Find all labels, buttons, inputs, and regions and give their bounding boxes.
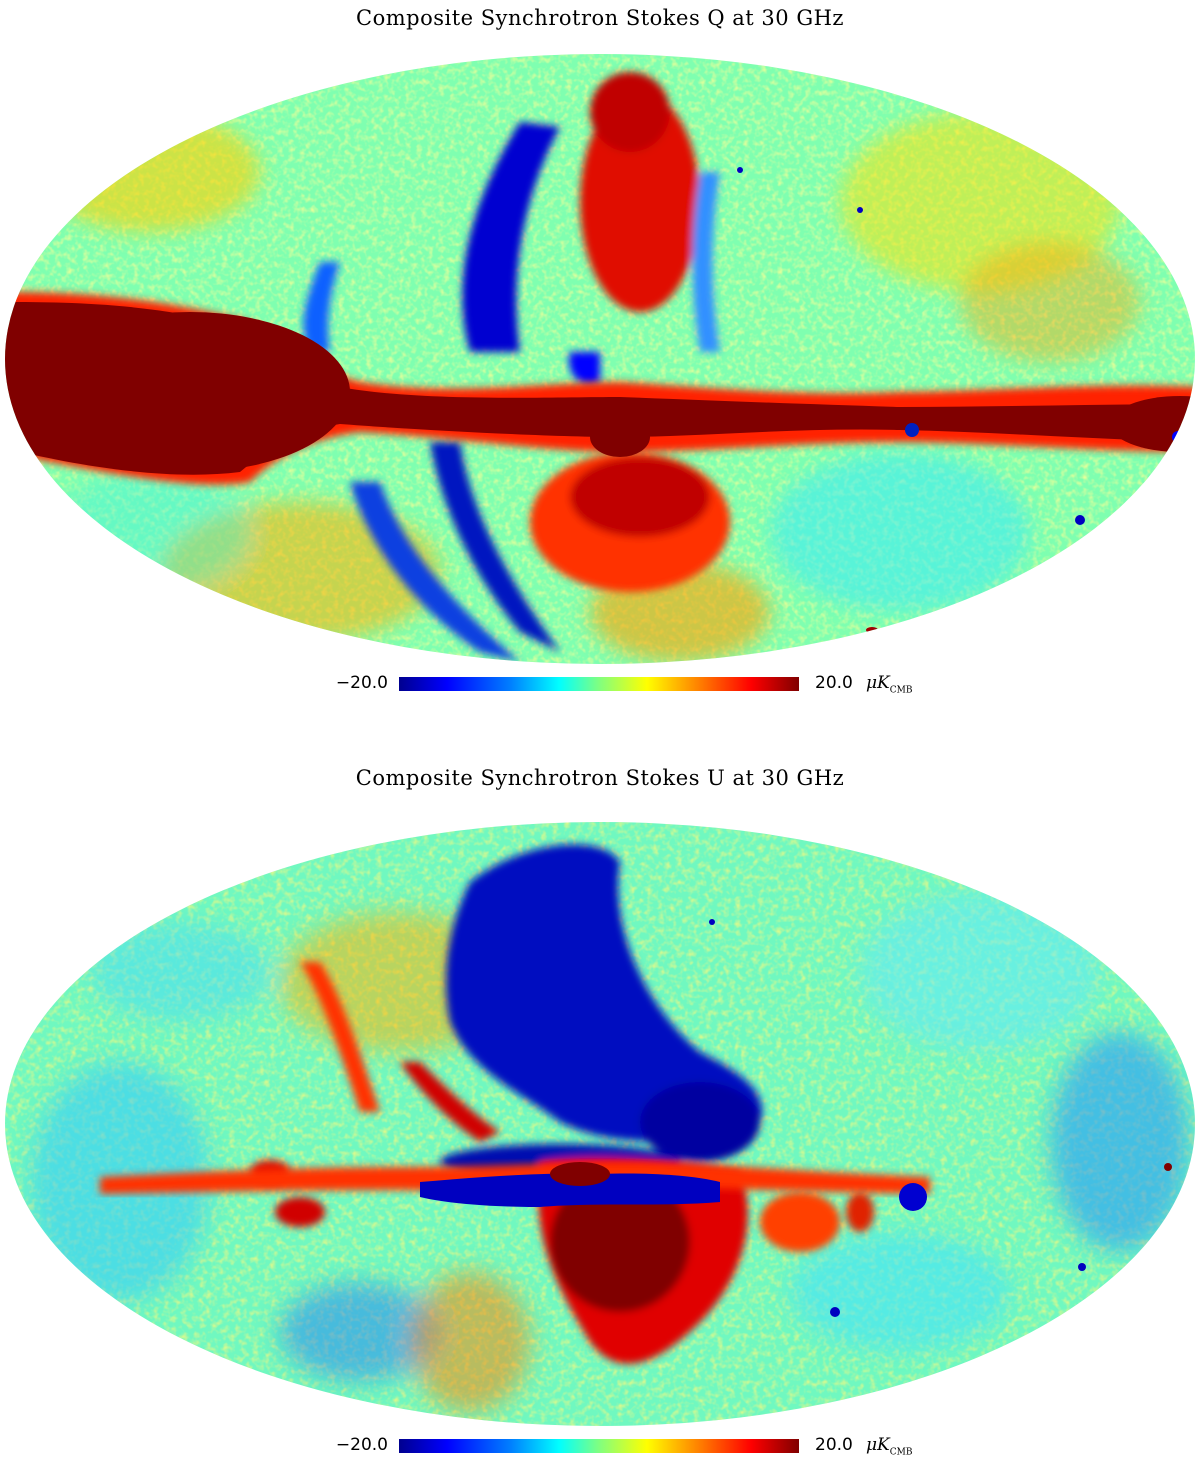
unit-symbol: μK — [866, 1435, 890, 1455]
unit-subscript: CMB — [889, 685, 913, 696]
colorbar-gradient — [399, 1439, 799, 1453]
colorbar: −20.0 20.0 μKCMB — [0, 673, 1200, 697]
colorbar-unit-label: μKCMB — [866, 1435, 912, 1457]
unit-symbol: μK — [866, 673, 890, 693]
stokes-q-panel: Composite Synchrotron Stokes Q at 30 GHz — [0, 0, 1200, 710]
colorbar-min-label: −20.0 — [335, 673, 388, 693]
colorbar-gradient — [399, 677, 799, 691]
colorbar: −20.0 20.0 μKCMB — [0, 1435, 1200, 1459]
mollweide-sky-map — [5, 54, 1195, 664]
colorbar-max-label: 20.0 — [815, 673, 853, 693]
colorbar-min-label: −20.0 — [335, 1435, 388, 1455]
colorbar-max-label: 20.0 — [815, 1435, 853, 1455]
stokes-u-panel: Composite Synchrotron Stokes U at 30 GHz — [0, 760, 1200, 1463]
unit-subscript: CMB — [889, 1447, 913, 1458]
map-title: Composite Synchrotron Stokes Q at 30 GHz — [356, 6, 844, 30]
colorbar-unit-label: μKCMB — [866, 673, 912, 695]
mollweide-sky-map — [5, 822, 1195, 1426]
map-title: Composite Synchrotron Stokes U at 30 GHz — [355, 766, 845, 790]
